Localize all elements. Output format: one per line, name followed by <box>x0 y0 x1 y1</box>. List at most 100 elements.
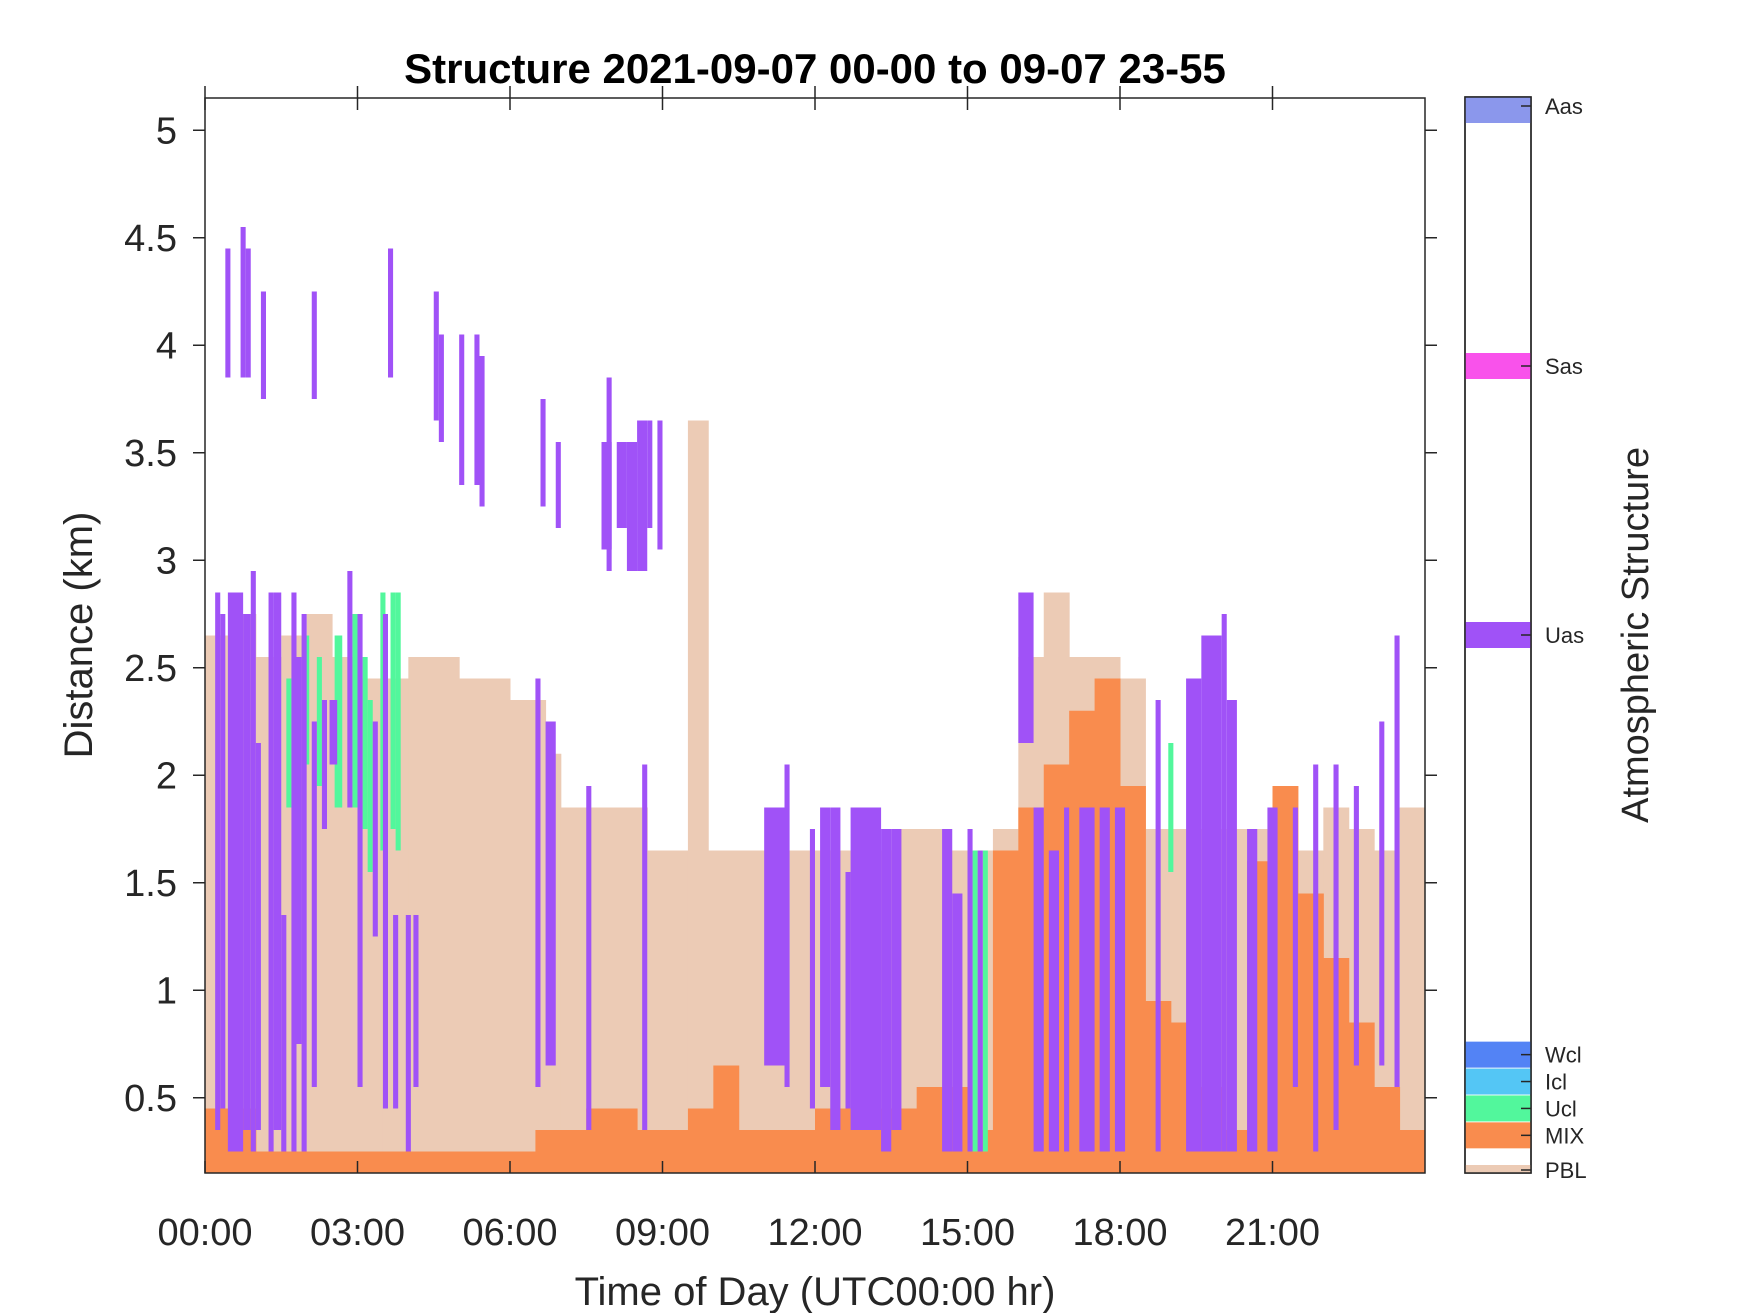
uas-segment <box>227 592 244 1152</box>
uas-segment <box>1186 678 1202 1152</box>
uas-segment <box>606 377 612 571</box>
uas-segment <box>1018 592 1034 743</box>
y-tick-label: 4.5 <box>124 218 177 260</box>
uas-segment <box>388 248 394 378</box>
uas-segment <box>1201 635 1222 1152</box>
uas-segment <box>1114 807 1126 1152</box>
uas-segment <box>637 420 648 571</box>
colorbar-swatch-icl <box>1465 1068 1531 1095</box>
uas-segment <box>1292 807 1298 1087</box>
uas-segment <box>250 571 256 1152</box>
mix-column <box>255 1151 308 1173</box>
colorbar-tick-label: Aas <box>1545 94 1583 119</box>
y-tick-label: 2.5 <box>124 648 177 690</box>
uas-segment <box>555 442 561 528</box>
y-tick-label: 3 <box>156 540 177 582</box>
colorbar-frame <box>1464 96 1532 1174</box>
y-tick-label: 3.5 <box>124 433 177 475</box>
uas-segment <box>413 915 419 1087</box>
uas-segment <box>273 592 282 1130</box>
uas-segment <box>784 764 790 1087</box>
uas-segment <box>967 829 973 1152</box>
colorbar-label: Atmospheric Structure <box>1615 447 1657 823</box>
uas-segment <box>830 807 841 1130</box>
uas-segment <box>474 334 480 485</box>
uas-segment <box>1221 614 1227 1152</box>
uas-segment <box>321 700 327 829</box>
mix-column <box>1374 1087 1401 1173</box>
uas-segment <box>301 614 307 1152</box>
mix-column <box>738 1130 816 1173</box>
uas-segment <box>545 721 556 1066</box>
uas-segment <box>1333 764 1339 1130</box>
ucl-segment <box>390 592 396 829</box>
uas-segment <box>329 700 338 765</box>
mix-column <box>535 1130 587 1173</box>
uas-segment <box>642 764 648 1130</box>
uas-segment <box>433 291 439 421</box>
uas-segment <box>881 829 892 1152</box>
x-tick-label: 00:00 <box>157 1212 252 1254</box>
uas-segment <box>1048 850 1059 1152</box>
uas-segment <box>764 807 785 1066</box>
x-tick-label: 12:00 <box>767 1212 862 1254</box>
x-tick-label: 06:00 <box>462 1212 557 1254</box>
colorbar-swatch-mix <box>1465 1122 1531 1149</box>
uas-segment <box>255 743 261 1130</box>
uas-segment <box>820 807 831 1087</box>
uas-segment <box>1064 807 1070 1152</box>
uas-segment <box>311 291 317 399</box>
chart-title: Structure 2021-09-07 00-00 to 09-07 23-5… <box>404 45 1226 92</box>
ucl-segment <box>334 635 343 808</box>
x-tick-label: 21:00 <box>1225 1212 1320 1254</box>
y-axis: 0.5 1 1.5 2 2.5 3 3.5 4 4.5 5 <box>124 110 1437 1120</box>
pbl-column <box>510 700 547 1173</box>
x-axis-label: Time of Day (UTC00:00 hr) <box>575 1270 1056 1313</box>
uas-segment <box>405 915 411 1152</box>
pbl-column <box>647 850 674 1173</box>
uas-segment <box>942 829 953 1152</box>
mix-column <box>687 1108 714 1173</box>
ucl-segment <box>972 850 978 1152</box>
uas-segment <box>891 829 902 1130</box>
uas-segment <box>540 399 546 507</box>
pbl-column <box>672 850 689 1173</box>
mix-column <box>1297 893 1324 1173</box>
uas-segment <box>1099 807 1110 1152</box>
uas-segment <box>1155 700 1161 1152</box>
uas-segment <box>268 592 274 1152</box>
uas-segment <box>296 657 302 1044</box>
colorbar-tick-label: PBL <box>1545 1158 1587 1183</box>
uas-segment <box>225 248 231 378</box>
uas-segment <box>1379 721 1385 1066</box>
x-axis: 00:00 03:00 06:00 09:00 12:00 15:00 18:00 21:00 <box>157 86 1320 1254</box>
uas-segment <box>1394 635 1400 1087</box>
uas-segment <box>393 915 399 1109</box>
colorbar-tick-label: Ucl <box>1545 1096 1577 1121</box>
y-tick-label: 4 <box>156 325 177 367</box>
y-axis-label: Distance (km) <box>57 512 101 759</box>
y-tick-label: 1 <box>156 970 177 1012</box>
uas-segment <box>243 614 251 1130</box>
uas-segment <box>647 420 653 528</box>
uas-segment <box>845 872 851 1109</box>
colorbar-tick-label: Sas <box>1545 354 1583 379</box>
colorbar-tick-label: Icl <box>1545 1070 1567 1095</box>
mix-column <box>1348 1022 1375 1173</box>
uas-segment <box>220 614 226 1109</box>
ucl-segment <box>367 700 373 872</box>
uas-segment <box>245 248 251 378</box>
uas-segment <box>657 420 663 550</box>
colorbar-swatch-uas <box>1465 622 1531 648</box>
pbl-column <box>1399 807 1426 1173</box>
uas-segment <box>459 334 465 485</box>
y-tick-label: 2 <box>156 755 177 797</box>
x-tick-label: 03:00 <box>310 1212 405 1254</box>
uas-segment <box>311 721 317 1087</box>
mix-column <box>1399 1130 1426 1173</box>
ucl-segment <box>316 657 322 786</box>
y-tick-label: 0.5 <box>124 1078 177 1120</box>
uas-segment <box>809 829 815 1109</box>
